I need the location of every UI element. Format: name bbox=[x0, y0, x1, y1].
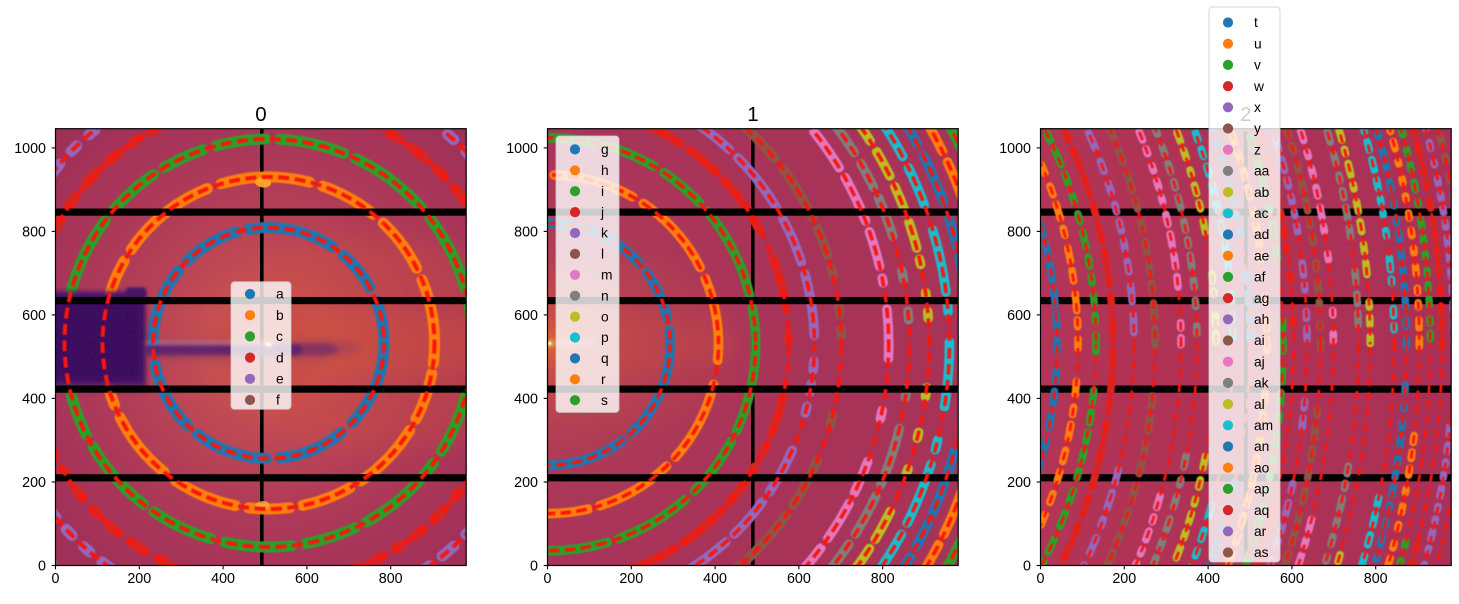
svg-text:am: am bbox=[1254, 418, 1273, 433]
svg-text:400: 400 bbox=[703, 571, 727, 587]
svg-text:i: i bbox=[601, 184, 604, 199]
svg-text:u: u bbox=[1254, 36, 1262, 51]
svg-text:ap: ap bbox=[1254, 482, 1270, 497]
svg-text:q: q bbox=[601, 351, 609, 366]
svg-text:p: p bbox=[601, 330, 609, 345]
svg-text:600: 600 bbox=[1007, 308, 1031, 324]
svg-text:ag: ag bbox=[1254, 291, 1269, 306]
svg-text:ar: ar bbox=[1254, 524, 1267, 539]
svg-text:ak: ak bbox=[1254, 376, 1269, 391]
svg-text:an: an bbox=[1254, 439, 1269, 454]
svg-text:g: g bbox=[601, 142, 609, 157]
svg-text:h: h bbox=[601, 163, 609, 178]
svg-text:ao: ao bbox=[1254, 460, 1270, 475]
svg-text:o: o bbox=[601, 309, 609, 324]
svg-text:0: 0 bbox=[1023, 558, 1031, 574]
svg-text:1000: 1000 bbox=[999, 141, 1031, 157]
svg-text:ah: ah bbox=[1254, 312, 1269, 327]
svg-text:z: z bbox=[1254, 142, 1261, 157]
svg-text:v: v bbox=[1254, 58, 1261, 73]
svg-text:m: m bbox=[601, 268, 613, 283]
svg-text:1000: 1000 bbox=[506, 141, 538, 157]
svg-text:400: 400 bbox=[22, 391, 46, 407]
svg-text:600: 600 bbox=[22, 308, 46, 324]
svg-text:0: 0 bbox=[1037, 571, 1045, 587]
svg-text:w: w bbox=[1253, 79, 1264, 94]
svg-text:x: x bbox=[1254, 100, 1261, 115]
svg-text:e: e bbox=[276, 372, 284, 387]
svg-text:200: 200 bbox=[619, 571, 643, 587]
svg-text:800: 800 bbox=[1364, 571, 1388, 587]
svg-text:200: 200 bbox=[127, 571, 151, 587]
svg-text:800: 800 bbox=[1007, 224, 1031, 240]
svg-text:0: 0 bbox=[544, 571, 552, 587]
svg-text:t: t bbox=[1254, 15, 1258, 30]
svg-text:200: 200 bbox=[1112, 571, 1136, 587]
svg-text:400: 400 bbox=[211, 571, 235, 587]
svg-text:a: a bbox=[276, 287, 284, 302]
svg-text:600: 600 bbox=[295, 571, 319, 587]
svg-text:600: 600 bbox=[1280, 571, 1304, 587]
svg-text:800: 800 bbox=[871, 571, 895, 587]
svg-text:s: s bbox=[601, 393, 608, 408]
svg-text:1000: 1000 bbox=[14, 141, 46, 157]
svg-text:0: 0 bbox=[255, 103, 266, 126]
svg-text:200: 200 bbox=[514, 475, 538, 491]
svg-text:ae: ae bbox=[1254, 248, 1270, 263]
svg-text:0: 0 bbox=[38, 558, 46, 574]
svg-text:as: as bbox=[1254, 545, 1269, 560]
svg-text:f: f bbox=[276, 393, 280, 408]
svg-text:ab: ab bbox=[1254, 185, 1270, 200]
svg-text:800: 800 bbox=[514, 224, 538, 240]
svg-text:ac: ac bbox=[1254, 206, 1269, 221]
svg-text:800: 800 bbox=[22, 224, 46, 240]
svg-text:aj: aj bbox=[1254, 354, 1265, 369]
svg-text:l: l bbox=[601, 247, 604, 262]
svg-text:r: r bbox=[601, 372, 606, 387]
svg-text:400: 400 bbox=[514, 391, 538, 407]
svg-text:aa: aa bbox=[1254, 164, 1270, 179]
svg-text:d: d bbox=[276, 350, 284, 365]
svg-text:b: b bbox=[276, 308, 284, 323]
svg-text:800: 800 bbox=[379, 571, 403, 587]
svg-text:1: 1 bbox=[747, 103, 758, 126]
svg-text:j: j bbox=[600, 205, 604, 220]
svg-text:200: 200 bbox=[1007, 475, 1031, 491]
svg-text:400: 400 bbox=[1007, 391, 1031, 407]
svg-text:aq: aq bbox=[1254, 503, 1269, 518]
svg-text:400: 400 bbox=[1196, 571, 1220, 587]
svg-text:ai: ai bbox=[1254, 333, 1265, 348]
svg-text:600: 600 bbox=[514, 308, 538, 324]
svg-text:af: af bbox=[1254, 270, 1266, 285]
svg-text:200: 200 bbox=[22, 475, 46, 491]
svg-text:k: k bbox=[601, 226, 608, 241]
svg-text:0: 0 bbox=[52, 571, 60, 587]
svg-text:ad: ad bbox=[1254, 227, 1269, 242]
svg-text:al: al bbox=[1254, 397, 1265, 412]
svg-text:c: c bbox=[276, 329, 283, 344]
svg-text:n: n bbox=[601, 288, 609, 303]
svg-text:0: 0 bbox=[530, 558, 538, 574]
svg-text:y: y bbox=[1254, 121, 1261, 136]
svg-text:600: 600 bbox=[787, 571, 811, 587]
